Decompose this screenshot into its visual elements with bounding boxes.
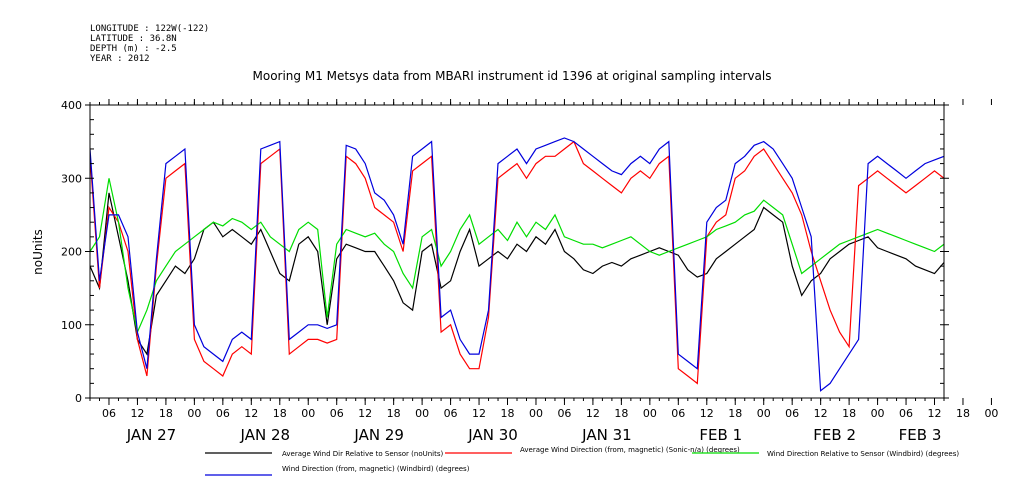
x-tick-label: 18 (159, 407, 173, 420)
x-day-label: JAN 29 (353, 426, 404, 444)
y-tick-label: 100 (61, 319, 82, 332)
chart-title: Mooring M1 Metsys data from MBARI instru… (253, 69, 772, 83)
x-tick-label: 00 (871, 407, 885, 420)
series-line-2 (90, 140, 944, 385)
x-tick-label: 18 (273, 407, 287, 420)
header-longitude: LONGITUDE : 122W(-122) (90, 24, 209, 34)
x-tick-label: 18 (842, 407, 856, 420)
header-block: LONGITUDE : 122W(-122) LATITUDE : 36.8N … (90, 24, 209, 64)
x-tick-label: 06 (785, 407, 799, 420)
legend-label-3: Wind Direction Relative to Sensor (Windb… (767, 450, 959, 458)
x-tick-label: 12 (928, 407, 942, 420)
x-tick-label: 18 (728, 407, 742, 420)
x-tick-label: 00 (187, 407, 201, 420)
series-layer (90, 137, 944, 392)
x-day-label: JAN 27 (126, 426, 177, 444)
x-tick-label: 18 (387, 407, 401, 420)
header-depth: DEPTH (m) : -2.5 (90, 44, 177, 54)
legend-label-4: Wind Direction (from, magnetic) (Windbir… (282, 465, 470, 473)
header-latitude: LATITUDE : 36.8N (90, 34, 177, 44)
x-day-label: JAN 31 (581, 426, 632, 444)
x-tick-label: 06 (330, 407, 344, 420)
legend-label-1: Average Wind Dir Relative to Sensor (noU… (282, 450, 443, 458)
series-line-3 (90, 178, 944, 335)
x-day-label: JAN 30 (467, 426, 518, 444)
x-tick-label: 00 (643, 407, 657, 420)
x-day-label: FEB 3 (899, 426, 942, 444)
series-line-1 (90, 192, 944, 356)
x-tick-label: 12 (814, 407, 828, 420)
x-tick-label: 06 (671, 407, 685, 420)
x-tick-label: 12 (244, 407, 258, 420)
x-tick-label: 12 (700, 407, 714, 420)
x-day-label: JAN 28 (240, 426, 291, 444)
series-line-4 (90, 137, 944, 392)
x-tick-label: 06 (444, 407, 458, 420)
x-tick-label: 18 (501, 407, 515, 420)
header-year: YEAR : 2012 (90, 54, 150, 64)
x-tick-label: 06 (899, 407, 913, 420)
x-tick-label: 12 (358, 407, 372, 420)
x-tick-label: 12 (472, 407, 486, 420)
axes-layer: 0 100 200 300 400 06 12 18 00 06 12 18 00 06 12 18 00 06 1… (61, 99, 998, 444)
x-tick-label: 18 (956, 407, 970, 420)
x-tick-label: 06 (102, 407, 116, 420)
legend: Average Wind Dir Relative to Sensor (noU… (205, 446, 959, 476)
x-day-label: FEB 2 (813, 426, 856, 444)
x-tick-label: 00 (757, 407, 771, 420)
y-tick-label: 300 (61, 172, 82, 185)
y-tick-label: 0 (75, 392, 82, 405)
x-tick-label: 06 (216, 407, 230, 420)
x-day-label: FEB 1 (699, 426, 742, 444)
y-axis-label: noUnits (31, 229, 45, 275)
legend-label-2: Average Wind Direction (from, magnetic) … (520, 446, 740, 454)
y-tick-label: 200 (61, 246, 82, 259)
x-tick-label: 18 (614, 407, 628, 420)
x-tick-label: 00 (529, 407, 543, 420)
y-tick-label: 400 (61, 99, 82, 112)
x-tick-label: 12 (586, 407, 600, 420)
x-tick-label: 06 (557, 407, 571, 420)
x-tick-label: 12 (130, 407, 144, 420)
x-tick-label: 00 (415, 407, 429, 420)
x-tick-label: 00 (984, 407, 998, 420)
x-tick-label: 00 (301, 407, 315, 420)
